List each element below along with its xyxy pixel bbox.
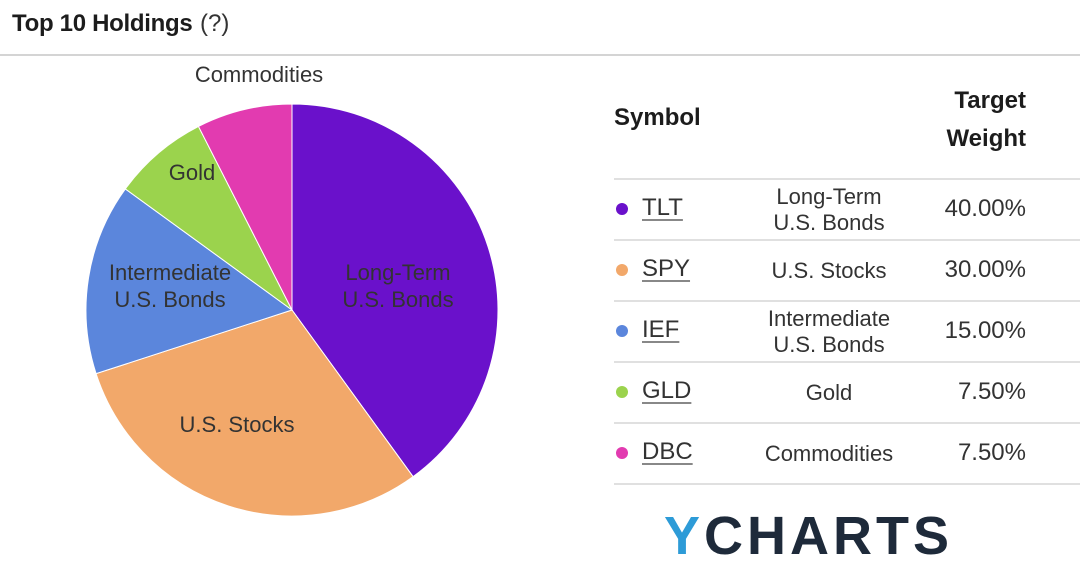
legend-dot-icon (616, 203, 628, 215)
pie-slice-label: Commodities (195, 62, 323, 87)
holding-weight: 7.50% (958, 439, 1026, 467)
holding-weight: 30.00% (945, 256, 1026, 284)
page-title: Top 10 Holdings (12, 10, 192, 38)
legend-dot-icon (616, 325, 628, 337)
holding-weight: 40.00% (945, 195, 1026, 223)
holding-name: U.S. Stocks (744, 241, 914, 300)
legend-dot-icon (616, 386, 628, 398)
symbol-link[interactable]: IEF (642, 316, 679, 344)
help-icon[interactable]: (?) (200, 10, 229, 38)
symbol-link[interactable]: SPY (642, 255, 690, 283)
table-row: SPY U.S. Stocks 30.00% (614, 239, 1080, 300)
logo-rest: CHARTS (704, 506, 953, 566)
pie-slice-label: Gold (169, 160, 215, 185)
legend-dot-icon (616, 264, 628, 276)
column-header-symbol: Symbol (614, 104, 701, 132)
table-body: TLT Long-Term U.S. Bonds 40.00% SPY U.S.… (614, 178, 1080, 485)
symbol-link[interactable]: TLT (642, 194, 683, 222)
column-header-weight-line1: Target (946, 82, 1026, 120)
holding-name: Commodities (744, 424, 914, 483)
table-row: GLD Gold 7.50% (614, 361, 1080, 422)
table-row: IEF Intermediate U.S. Bonds 15.00% (614, 300, 1080, 361)
table-row: TLT Long-Term U.S. Bonds 40.00% (614, 178, 1080, 239)
symbol-link[interactable]: DBC (642, 438, 693, 466)
legend-dot-icon (616, 447, 628, 459)
pie-slice-label: U.S. Stocks (180, 412, 295, 437)
table-row: DBC Commodities 7.50% (614, 422, 1080, 485)
column-header-target-weight: Target Weight (946, 82, 1026, 158)
holding-name: Intermediate U.S. Bonds (744, 302, 914, 361)
column-header-weight-line2: Weight (946, 120, 1026, 158)
holding-name: Gold (744, 363, 914, 422)
symbol-link[interactable]: GLD (642, 377, 691, 405)
holding-weight: 15.00% (945, 317, 1026, 345)
ycharts-logo: YCHARTS (664, 508, 953, 564)
logo-y: Y (664, 506, 704, 566)
header: Top 10 Holdings (?) (0, 0, 1080, 56)
holding-weight: 7.50% (958, 378, 1026, 406)
holding-name: Long-Term U.S. Bonds (744, 180, 914, 239)
